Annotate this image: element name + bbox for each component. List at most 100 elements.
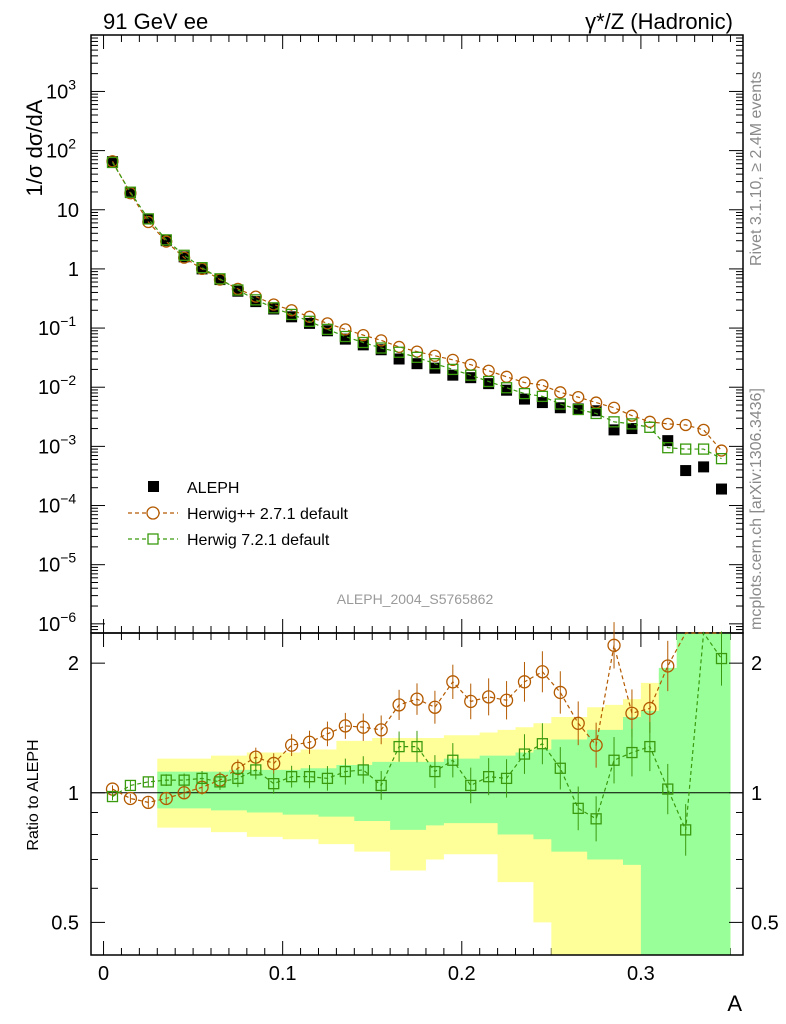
data-point <box>446 353 459 367</box>
data-point <box>268 303 280 315</box>
data-point <box>304 317 316 329</box>
data-point <box>483 378 495 390</box>
series-herwig7 <box>106 156 728 465</box>
ratio-series-herwigpp <box>105 622 722 810</box>
ratio-point <box>428 700 442 714</box>
main-plot-panel: 0 0.1 0.2 0.3 10−6 10−5 10−4 10−3 10−2 10−1 1 10 102… <box>38 34 744 985</box>
data-point <box>662 435 674 447</box>
data-point <box>680 443 692 455</box>
ratio-point <box>232 772 244 785</box>
data-point <box>644 421 656 433</box>
ratio-point <box>715 652 728 665</box>
data-point <box>321 323 334 336</box>
ratio-point <box>142 776 154 788</box>
series-line <box>111 162 722 460</box>
data-point <box>250 294 262 306</box>
ratio-plot-panel: 0.5 0.5 1 1 2 2 <box>51 622 779 956</box>
ratio-y-tick-label: 0.5 <box>51 912 79 934</box>
data-point <box>572 403 584 415</box>
series-herwigpp <box>106 155 728 457</box>
data-point <box>214 273 226 285</box>
ratio-point <box>446 675 460 689</box>
y-tick-label: 10 <box>57 200 79 222</box>
data-point <box>124 186 137 198</box>
ratio-point <box>178 774 190 786</box>
ratio-point <box>589 738 603 752</box>
data-point <box>572 403 584 416</box>
ratio-series-line <box>112 631 722 831</box>
main-y-axis-label: 1/σ dσ/dA <box>22 99 47 196</box>
ratio-series-herwig7 <box>106 631 728 856</box>
data-point <box>501 384 513 396</box>
ratio-point <box>123 791 138 806</box>
x-tick-label: 0 <box>98 963 109 985</box>
data-point <box>661 417 674 431</box>
data-point <box>285 308 298 321</box>
header-right-label: γ*/Z (Hadronic) <box>585 9 733 34</box>
ratio-point <box>447 754 459 766</box>
data-point <box>357 336 369 349</box>
series-line <box>111 160 722 451</box>
data-point <box>375 342 387 354</box>
data-point <box>321 325 333 337</box>
data-point <box>160 235 172 247</box>
data-point <box>339 330 352 343</box>
data-point <box>554 402 566 414</box>
y-tick-label: 1 <box>68 259 79 281</box>
data-point <box>608 416 620 428</box>
ratio-point <box>160 774 172 786</box>
data-point <box>411 351 423 363</box>
ratio-point <box>464 694 478 709</box>
data-point <box>680 465 692 477</box>
ratio-point <box>321 772 334 785</box>
x-tick-label: 0.3 <box>627 963 655 985</box>
ratio-point <box>644 740 656 753</box>
data-point <box>232 284 244 296</box>
ratio-point <box>662 783 674 795</box>
ratio-point <box>536 738 549 750</box>
data-point <box>518 387 531 400</box>
ratio-point <box>590 813 602 825</box>
legend-label: ALEPH <box>187 480 239 497</box>
ratio-y-axis-label: Ratio to ALEPH <box>25 739 42 850</box>
ratio-point <box>625 706 639 720</box>
ratio-point <box>357 764 369 776</box>
data-point <box>715 453 728 465</box>
ratio-plot-frame <box>90 632 744 956</box>
ratio-point <box>410 692 424 706</box>
legend-label: Herwig 7.2.1 default <box>187 532 330 549</box>
ratio-band-green <box>103 633 731 955</box>
data-point <box>393 353 405 365</box>
ratio-point <box>106 790 119 803</box>
ratio-y-tick-label-right: 1 <box>751 783 762 805</box>
y-tick-label: 10−4 <box>38 491 76 518</box>
ratio-point <box>661 659 675 673</box>
data-point <box>697 423 710 437</box>
header-left-label: 91 GeV ee <box>103 9 208 34</box>
x-tick-label: 0.2 <box>448 963 476 985</box>
data-point <box>697 443 710 455</box>
ratio-y-tick-label: 1 <box>68 783 79 805</box>
data-point <box>500 382 513 394</box>
ratio-point <box>643 701 657 716</box>
data-point <box>465 369 477 381</box>
ratio-point <box>481 690 496 704</box>
data-point <box>375 334 388 347</box>
x-axis-label: A <box>727 991 742 1016</box>
data-point <box>268 302 280 314</box>
ratio-point <box>499 693 514 707</box>
ratio-point <box>553 685 567 700</box>
data-point <box>375 344 387 356</box>
mcplots-label: mcplots.cern.ch [arXiv:1306.3436] <box>748 388 765 630</box>
data-point <box>662 442 674 454</box>
data-point <box>715 444 728 457</box>
data-point <box>429 358 441 370</box>
data-point <box>536 397 548 409</box>
rivet-version-label: Rivet 3.1.10, ≥ 2.4M events <box>748 71 765 266</box>
data-point <box>536 390 549 403</box>
data-point <box>679 418 692 432</box>
data-point <box>482 364 495 377</box>
legend-label: Herwig++ 2.7.1 default <box>187 506 349 523</box>
ratio-point <box>392 698 406 712</box>
